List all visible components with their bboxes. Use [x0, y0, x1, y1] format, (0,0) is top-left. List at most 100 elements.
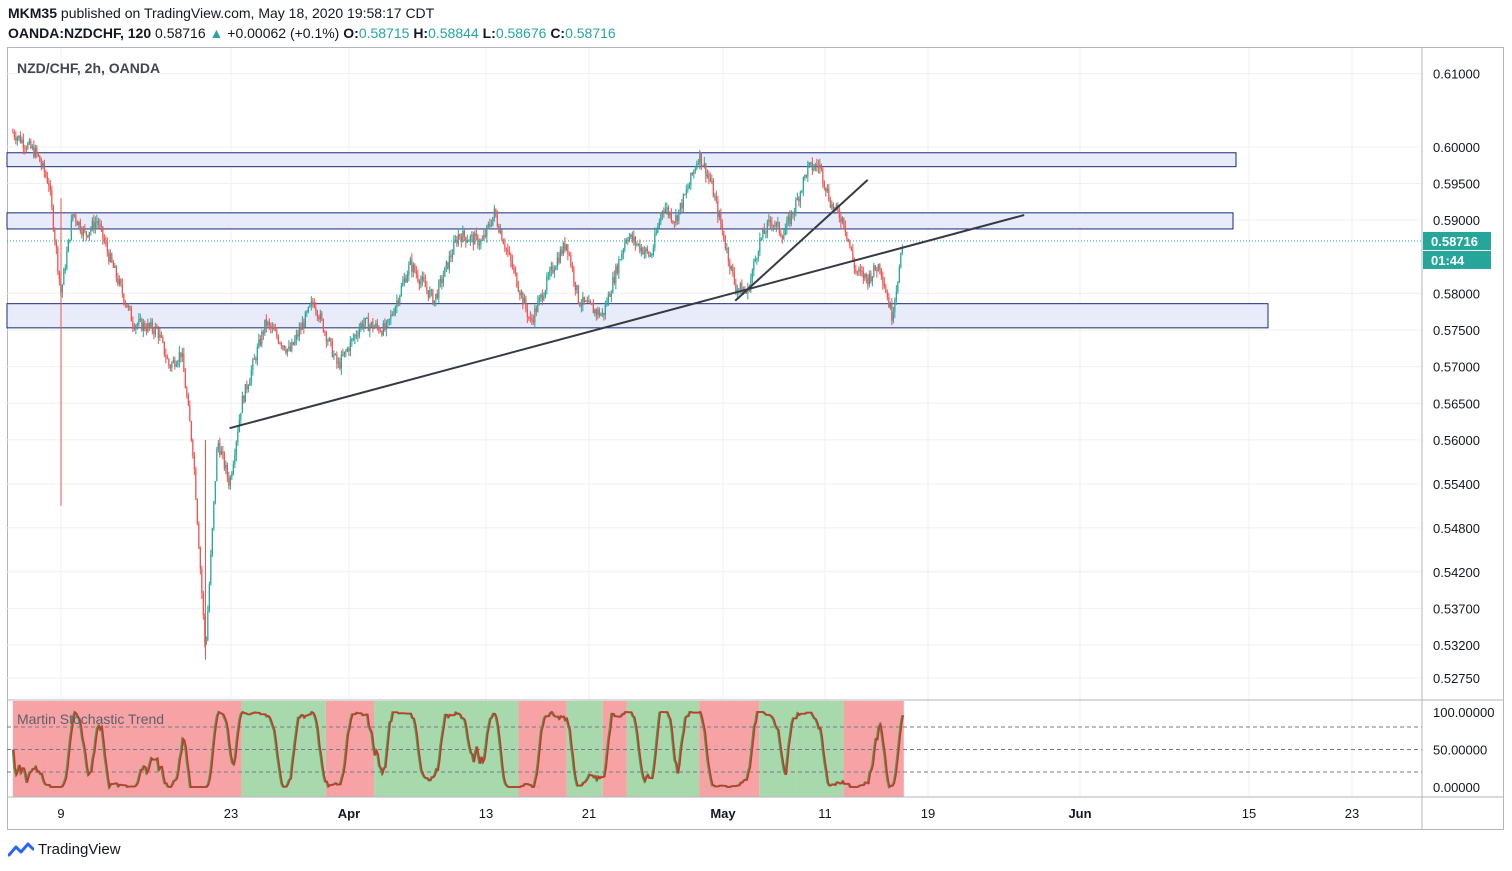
candle-body: [810, 162, 812, 164]
candle-body: [613, 277, 615, 284]
candle-body: [478, 244, 480, 246]
candle-body: [844, 226, 846, 232]
x-tick-label: Jun: [1068, 806, 1091, 821]
candle-body: [670, 212, 672, 222]
candle-body: [783, 235, 785, 240]
candle-body: [537, 301, 539, 312]
candle-body: [111, 253, 113, 262]
candle-body: [399, 295, 401, 303]
candle-body: [120, 279, 122, 285]
candle-body: [505, 248, 507, 250]
candle-body: [418, 280, 420, 285]
candle-body: [346, 348, 348, 352]
candle-body: [654, 233, 656, 249]
candle-body: [777, 222, 779, 224]
candle-body: [880, 269, 882, 276]
candle-body: [685, 190, 687, 195]
candle-body: [163, 341, 165, 355]
sr-zones: [6, 152, 1269, 329]
candle-body: [180, 352, 182, 358]
candle-body: [358, 328, 360, 336]
candle-body: [271, 327, 273, 329]
candle-body: [706, 174, 708, 177]
candle-body: [495, 208, 497, 216]
candle-body: [840, 217, 842, 223]
candle-body: [376, 323, 378, 327]
candle-body: [18, 135, 20, 138]
candle-body: [781, 236, 783, 240]
candle-body: [594, 309, 596, 314]
candle-body: [820, 164, 822, 169]
candle-body: [261, 331, 263, 345]
candle-body: [52, 206, 54, 230]
candle-body: [57, 247, 59, 272]
candle-body: [508, 252, 510, 254]
candle-body: [792, 212, 794, 215]
candle-body: [414, 264, 416, 272]
candle-body: [172, 359, 174, 363]
candle-body: [99, 224, 101, 226]
candle-body: [481, 239, 483, 241]
candle-body: [204, 614, 206, 643]
x-tick-label: May: [710, 806, 736, 821]
candle-body: [664, 209, 666, 212]
candle-body: [214, 481, 216, 502]
candle-body: [850, 246, 852, 251]
candle-body: [724, 240, 726, 249]
candle-body: [241, 395, 243, 414]
y-tick-label: 0.53200: [1433, 638, 1480, 653]
candle-body: [457, 234, 459, 244]
candle-body: [366, 317, 368, 319]
candle-body: [162, 337, 164, 342]
candle-body: [487, 224, 489, 226]
footer-brand[interactable]: TradingView: [8, 841, 121, 858]
candle-body: [813, 168, 815, 171]
candle-body: [55, 240, 57, 248]
candle-body: [469, 236, 471, 241]
candle-body: [336, 354, 338, 364]
candle-body: [559, 250, 561, 263]
candle-body: [762, 229, 764, 238]
open-value: 0.58715: [358, 25, 410, 41]
candle-body: [544, 290, 546, 297]
candle-body: [76, 221, 78, 226]
candle-body: [876, 270, 878, 272]
candle-body: [714, 196, 716, 198]
candle-body: [463, 230, 465, 238]
candle-body: [384, 323, 386, 330]
candle-body: [39, 155, 41, 162]
y-tick-label: 0.53700: [1433, 601, 1480, 616]
author-name[interactable]: MKM35: [8, 5, 58, 21]
candle-body: [61, 284, 63, 293]
osc-tick-label: 100.00000: [1433, 705, 1494, 720]
candle-body: [88, 232, 90, 237]
candle-body: [529, 317, 531, 319]
publish-info: MKM35 published on TradingView.com, May …: [8, 5, 434, 21]
candle-body: [789, 216, 791, 225]
candle-body: [264, 319, 266, 334]
candle-body: [867, 277, 869, 285]
candle-body: [402, 282, 404, 287]
candle-body: [63, 269, 65, 285]
candle-body: [114, 266, 116, 268]
candle-body: [817, 166, 819, 168]
countdown-tag-text: 01:44: [1431, 253, 1465, 268]
candle-body: [235, 441, 237, 456]
x-tick-label: 13: [479, 806, 493, 821]
candle-body: [246, 384, 248, 390]
candle-body: [273, 327, 275, 331]
axes: 0.61000 0.60000 0.59500 0.59000 0.58000 0.575…: [7, 48, 1504, 829]
candle-body: [217, 442, 219, 449]
candle-body: [642, 247, 644, 255]
candle-body: [526, 308, 528, 317]
candle-body: [804, 174, 806, 178]
candle-body: [466, 240, 468, 243]
candle-body: [622, 249, 624, 254]
candle-body: [477, 235, 479, 246]
candle-body: [103, 238, 105, 242]
candle-body: [387, 319, 389, 323]
candle-body: [898, 266, 900, 283]
candle-body: [307, 306, 309, 312]
candle-body: [184, 371, 186, 389]
